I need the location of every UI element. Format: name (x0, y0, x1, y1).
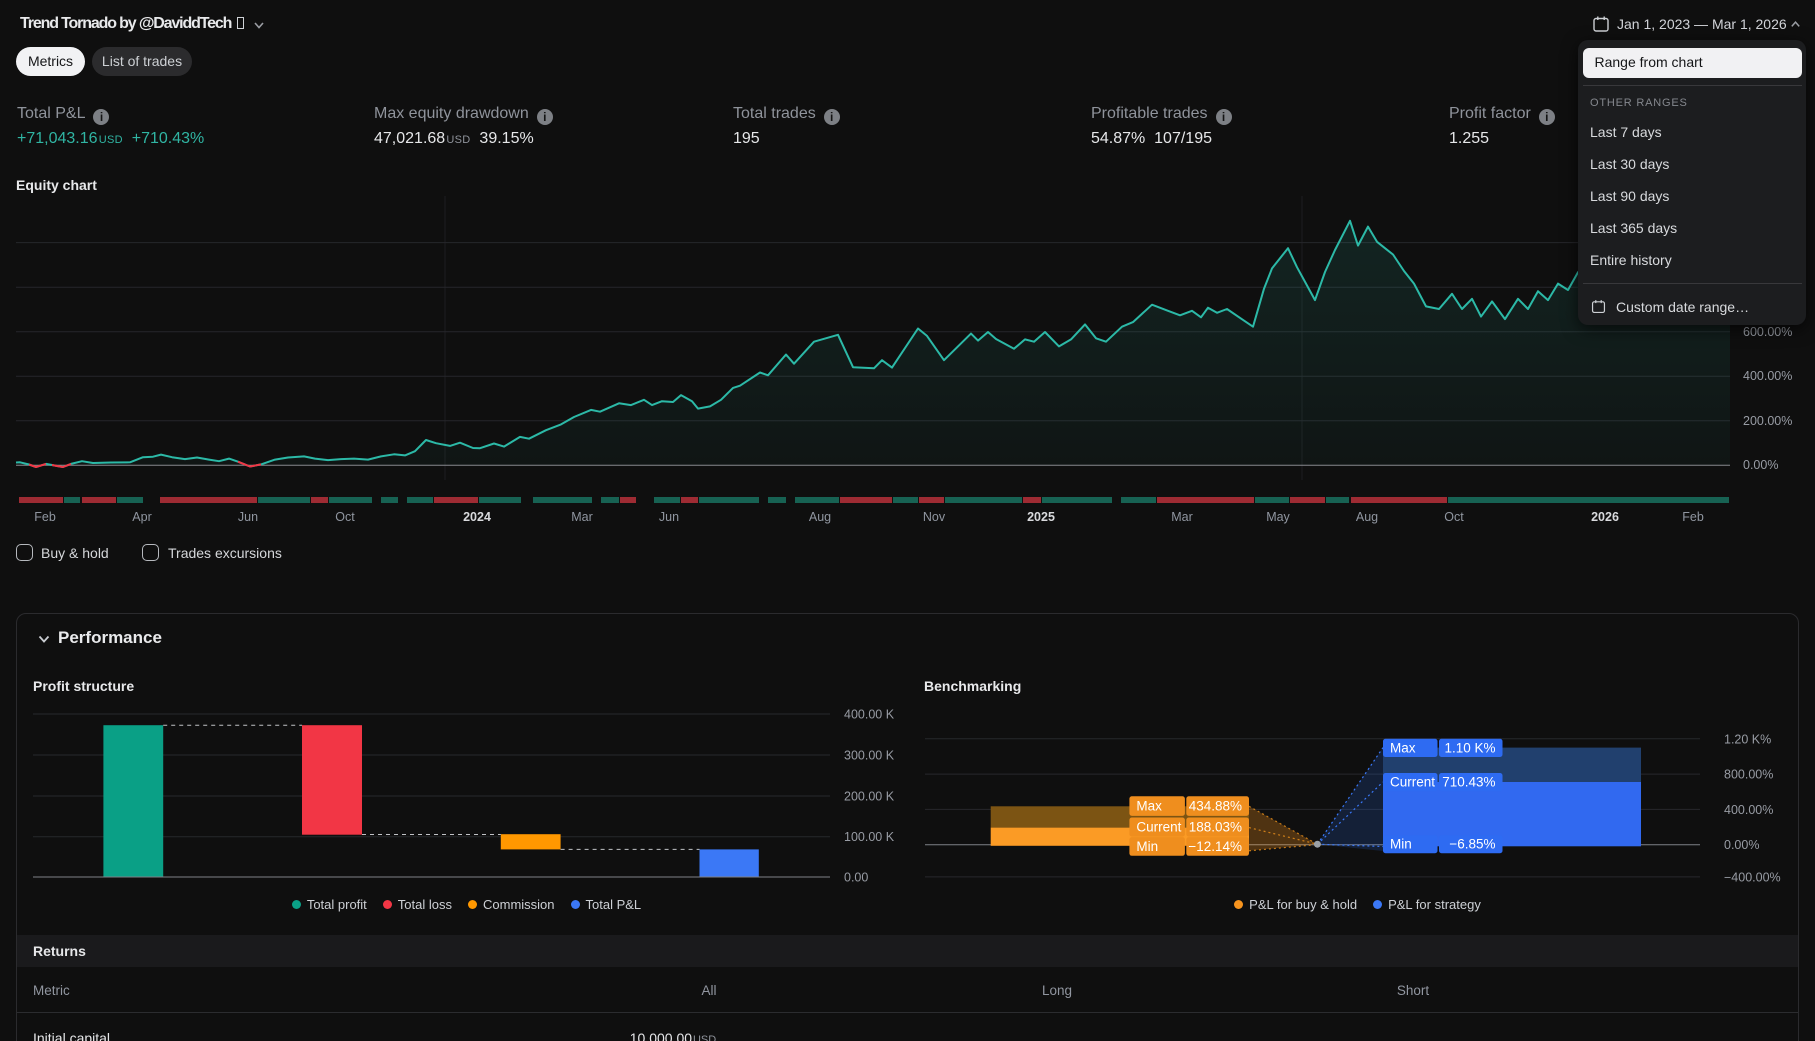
svg-text:Current: Current (1136, 820, 1181, 835)
svg-text:1.20 K%: 1.20 K% (1724, 732, 1771, 746)
svg-text:188.03%: 188.03% (1189, 820, 1242, 835)
svg-text:434.88%: 434.88% (1189, 799, 1242, 814)
svg-text:710.43%: 710.43% (1442, 775, 1495, 790)
svg-text:400.00 K: 400.00 K (844, 708, 895, 722)
svg-text:0.00: 0.00 (844, 871, 868, 885)
svg-text:400.00%: 400.00% (1724, 803, 1773, 817)
svg-text:Min: Min (1390, 837, 1412, 852)
svg-text:Current: Current (1390, 775, 1435, 790)
svg-text:−400.00%: −400.00% (1724, 870, 1781, 884)
svg-text:Max: Max (1136, 799, 1162, 814)
svg-text:Max: Max (1390, 740, 1416, 755)
svg-text:100.00 K: 100.00 K (844, 830, 895, 844)
svg-text:Min: Min (1136, 839, 1158, 854)
svg-text:0.00%: 0.00% (1724, 838, 1759, 852)
svg-text:−6.85%: −6.85% (1449, 837, 1495, 852)
svg-text:1.10 K%: 1.10 K% (1444, 740, 1495, 755)
svg-text:−12.14%: −12.14% (1188, 839, 1242, 854)
svg-text:200.00 K: 200.00 K (844, 790, 895, 804)
svg-text:300.00 K: 300.00 K (844, 749, 895, 763)
svg-text:800.00%: 800.00% (1724, 768, 1773, 782)
